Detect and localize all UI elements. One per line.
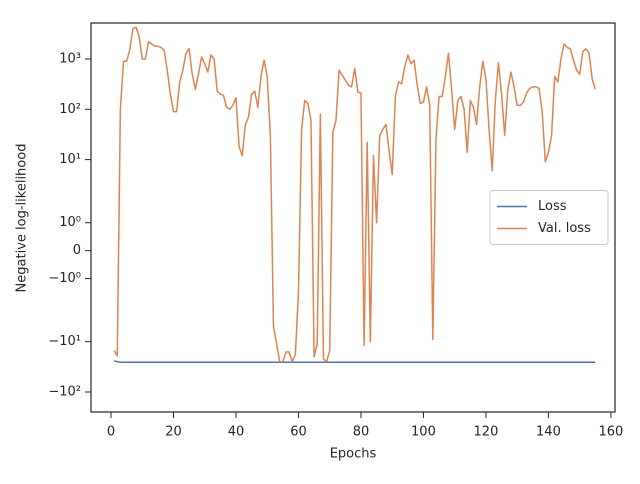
x-tick-label: 60 [290, 425, 307, 440]
y-tick-label: −10¹ [48, 334, 81, 349]
legend-label: Val. loss [538, 221, 591, 236]
y-tick-label: −10⁰ [48, 271, 81, 286]
x-axis-label: Epochs [330, 447, 377, 462]
y-tick-label: −10² [48, 384, 81, 399]
y-tick-label: 10² [59, 102, 81, 117]
x-tick-label: 140 [536, 425, 561, 440]
legend-label: Loss [538, 199, 567, 214]
x-tick-label: 0 [107, 425, 115, 440]
x-tick-label: 80 [353, 425, 370, 440]
series-line [113, 26, 597, 363]
plot-frame [90, 22, 616, 413]
series-line [113, 360, 596, 363]
y-tick-label: 10³ [59, 52, 81, 67]
y-tick-label: 10¹ [59, 152, 81, 167]
y-axis-label: Negative log-likelihood [15, 144, 30, 293]
x-tick-label: 20 [165, 425, 182, 440]
x-tick-label: 120 [474, 425, 499, 440]
x-tick-label: 100 [411, 425, 436, 440]
x-tick-label: 160 [599, 425, 624, 440]
y-tick-label: 0 [73, 243, 81, 258]
x-tick-label: 40 [228, 425, 245, 440]
legend: Loss Val. loss [489, 190, 609, 245]
legend-box [489, 190, 609, 245]
y-tick-label: 10⁰ [59, 215, 81, 230]
